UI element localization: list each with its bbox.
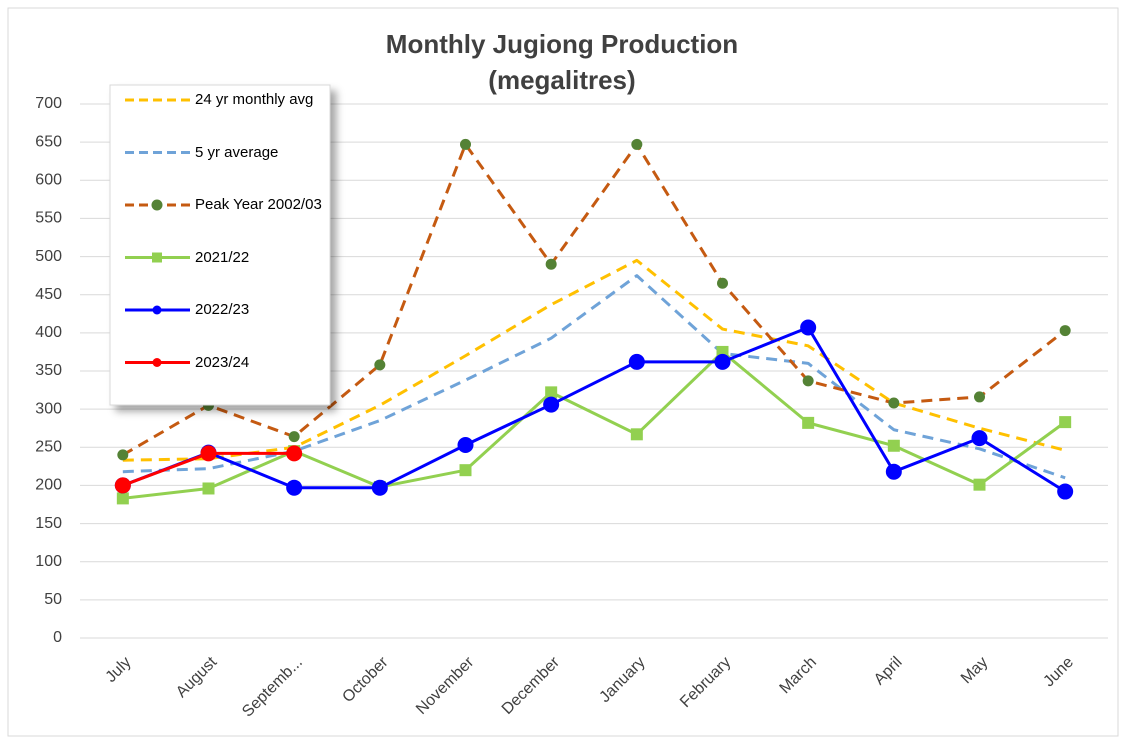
y-tick-label: 650 <box>35 133 62 150</box>
marker <box>888 397 900 409</box>
y-tick-label: 550 <box>35 210 62 227</box>
legend-label: 2023/24 <box>195 353 250 371</box>
series-line <box>122 258 1066 462</box>
y-tick-label: 500 <box>35 248 62 265</box>
legend-label: 2022/23 <box>195 301 250 318</box>
legend-label-box: 24 yr monthly avg <box>195 91 314 108</box>
marker <box>152 358 162 367</box>
legend-label: 24 yr monthly avg <box>195 91 314 108</box>
y-tick-label: 150 <box>35 515 62 532</box>
marker <box>800 319 817 336</box>
marker <box>714 353 731 370</box>
marker <box>885 463 902 480</box>
marker <box>200 445 217 462</box>
legend-label: Peak Year 2002/03 <box>195 196 322 213</box>
marker <box>1059 416 1072 429</box>
legend-label-box: 2021/22 <box>195 248 250 266</box>
marker <box>802 375 814 387</box>
marker <box>116 492 129 505</box>
chart-title: Monthly Jugiong Production <box>386 29 738 59</box>
y-tick-label: 700 <box>35 95 62 112</box>
y-tick-label: 50 <box>44 591 62 608</box>
marker <box>717 277 728 289</box>
marker <box>459 464 472 477</box>
grid: 0 50 100 150 200 250 300 350 400 450 500 550 600 650 7… <box>35 95 1108 721</box>
marker <box>802 416 815 429</box>
series-line <box>122 142 1067 457</box>
marker <box>545 386 558 399</box>
marker <box>971 430 988 447</box>
legend-label: 5 yr average <box>195 143 279 161</box>
y-tick-label: 300 <box>35 400 62 417</box>
legend-label: 2021/22 <box>195 248 250 266</box>
y-tick-label: 0 <box>53 629 62 646</box>
legend-label-box: Peak Year 2002/03 <box>195 196 322 213</box>
y-tick-label: 100 <box>35 553 62 570</box>
plot <box>114 138 1074 505</box>
series-line <box>122 326 1066 493</box>
marker <box>202 482 215 495</box>
marker <box>152 252 162 263</box>
marker <box>374 359 386 371</box>
marker <box>628 353 645 370</box>
marker <box>286 445 303 462</box>
series-line <box>122 274 1066 480</box>
marker <box>973 478 986 491</box>
chart-subtitle: (megalitres) <box>488 65 635 95</box>
marker <box>974 391 985 403</box>
marker <box>114 477 131 494</box>
legend-label-box: 2023/24 <box>195 353 250 371</box>
legend-label-box: 5 yr average <box>195 143 279 161</box>
y-tick-label: 600 <box>35 172 62 189</box>
marker <box>543 396 560 413</box>
marker <box>1057 483 1074 500</box>
y-tick-label: 450 <box>35 286 62 303</box>
marker <box>1059 325 1071 337</box>
legend: 24 yr monthly avg 5 yr average Peak Year 2… <box>109 84 331 406</box>
marker <box>288 431 300 443</box>
marker <box>887 439 900 452</box>
marker <box>151 199 163 211</box>
y-tick-label: 250 <box>35 439 62 456</box>
series-line <box>122 350 1067 500</box>
y-tick-label: 400 <box>35 324 62 341</box>
marker <box>117 449 129 461</box>
legend-label-box: 2022/23 <box>195 301 250 318</box>
marker <box>152 305 162 315</box>
marker <box>286 479 303 496</box>
marker <box>457 436 474 453</box>
marker <box>631 138 643 150</box>
marker <box>460 138 471 150</box>
marker <box>545 258 557 270</box>
y-tick-label: 350 <box>35 362 62 379</box>
y-tick-label: 200 <box>35 477 62 494</box>
legend-box <box>109 84 331 406</box>
marker <box>630 428 643 441</box>
marker <box>371 479 388 496</box>
